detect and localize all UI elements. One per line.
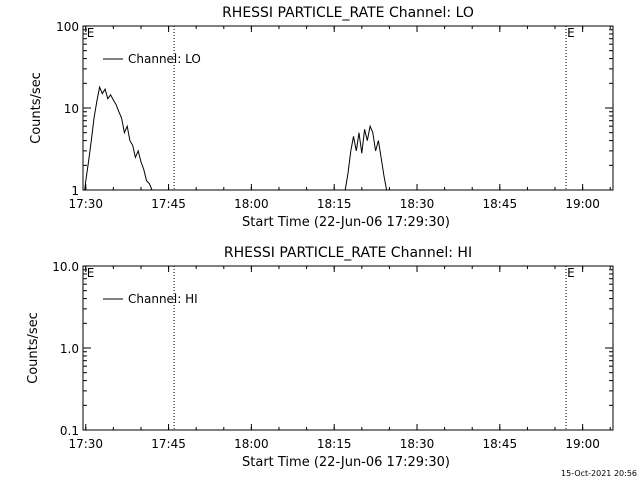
x-tick-label: 17:45 bbox=[151, 197, 186, 211]
x-tick-label: 18:45 bbox=[483, 197, 518, 211]
legend-label: Channel: LO bbox=[128, 52, 201, 66]
x-tick-label: 18:00 bbox=[234, 197, 269, 211]
panel-title: RHESSI PARTICLE_RATE Channel: HI bbox=[224, 245, 472, 261]
generation-timestamp: 15-Oct-2021 20:56 bbox=[561, 469, 637, 478]
x-tick-label: 18:30 bbox=[400, 197, 435, 211]
series-layer bbox=[84, 85, 388, 191]
y-tick-label: 100 bbox=[56, 20, 79, 34]
event-marker-label: E bbox=[87, 26, 95, 40]
x-tick-label: 18:00 bbox=[234, 437, 269, 451]
x-tick-label: 17:30 bbox=[68, 437, 103, 451]
y-tick-label: 10.0 bbox=[52, 260, 79, 274]
x-ticks: 17:30 17:45 18:00 18:15 18:30 18:45 19:00 bbox=[68, 26, 611, 211]
legend: Channel: HI bbox=[103, 292, 198, 306]
y-axis-label: Counts/sec bbox=[26, 312, 41, 384]
legend: Channel: LO bbox=[103, 52, 201, 66]
series-line bbox=[84, 85, 153, 191]
x-tick-label: 17:30 bbox=[68, 197, 103, 211]
y-axis-label: Counts/sec bbox=[29, 72, 44, 144]
x-tick-label: 17:45 bbox=[151, 437, 186, 451]
lo-channel-panel: RHESSI PARTICLE_RATE Channel: LO Counts/… bbox=[29, 5, 614, 230]
x-tick-label: 18:15 bbox=[317, 437, 352, 451]
x-tick-label: 18:30 bbox=[400, 437, 435, 451]
dotted-lines bbox=[173, 266, 567, 430]
y-tick-label: 1 bbox=[71, 184, 79, 198]
x-axis-label: Start Time (22-Jun-06 17:29:30) bbox=[242, 215, 450, 230]
x-axis-label: Start Time (22-Jun-06 17:29:30) bbox=[242, 455, 450, 470]
y-tick-label: 0.1 bbox=[60, 424, 79, 438]
x-tick-label: 19:00 bbox=[565, 437, 600, 451]
y-ticks: 0.1 1.0 10.0 bbox=[52, 260, 613, 438]
y-tick-label: 10 bbox=[64, 102, 79, 116]
legend-label: Channel: HI bbox=[128, 292, 198, 306]
x-tick-label: 18:45 bbox=[483, 437, 518, 451]
event-marker-label: E bbox=[87, 266, 95, 280]
x-tick-label: 19:00 bbox=[565, 197, 600, 211]
plot-frame bbox=[82, 25, 614, 191]
x-tick-label: 18:15 bbox=[317, 197, 352, 211]
dotted-lines bbox=[173, 26, 567, 190]
hi-channel-panel: RHESSI PARTICLE_RATE Channel: HI Counts/… bbox=[26, 245, 614, 470]
event-marker-label: E bbox=[567, 266, 575, 280]
plot-frame bbox=[82, 265, 614, 431]
y-tick-label: 1.0 bbox=[60, 342, 79, 356]
y-ticks: 1 10 100 bbox=[56, 20, 613, 198]
x-ticks: 17:30 17:45 18:00 18:15 18:30 18:45 19:00 bbox=[68, 266, 611, 451]
event-marker-label: E bbox=[567, 26, 575, 40]
series-line bbox=[344, 124, 388, 191]
panel-title: RHESSI PARTICLE_RATE Channel: LO bbox=[222, 5, 474, 21]
